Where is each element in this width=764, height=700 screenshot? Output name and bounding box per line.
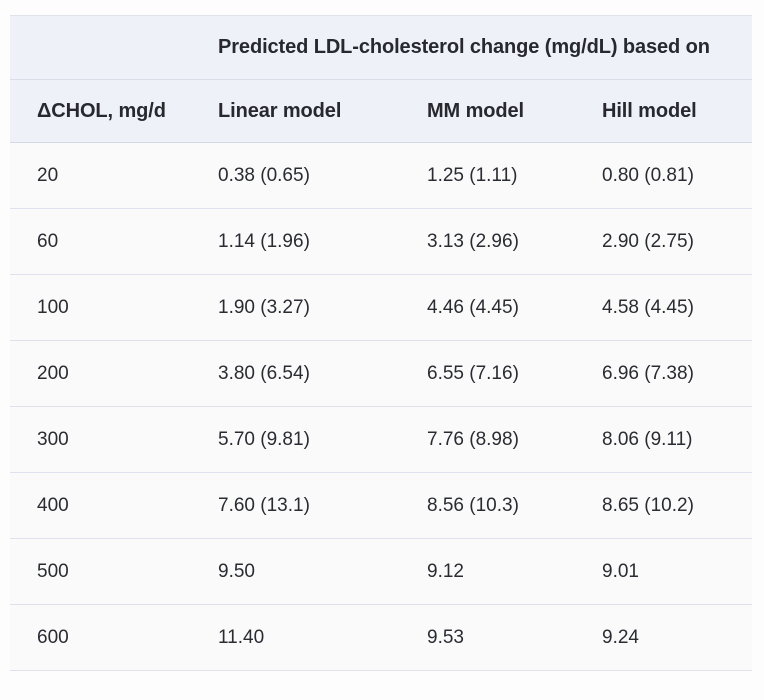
data-cell: 11.40	[218, 626, 265, 648]
data-cell: 7.60 (13.1)	[218, 494, 310, 516]
table-body: 20 0.38 (0.65) 1.25 (1.11) 0.80 (0.81) 60 1.1…	[10, 142, 753, 671]
data-cell: 1.90 (3.27)	[218, 296, 310, 318]
data-cell: 2.90 (2.75)	[602, 230, 694, 252]
data-cell: 0.38 (0.65)	[218, 164, 310, 186]
spanning-header-row: Predicted LDL-cholesterol change (mg/dL)…	[10, 15, 753, 80]
empty-corner-cell	[10, 16, 191, 80]
data-cell: 9.24	[602, 626, 639, 648]
data-cell: 9.01	[602, 560, 639, 582]
prediction-table: Predicted LDL-cholesterol change (mg/dL)…	[10, 15, 753, 671]
data-cell: 1.25 (1.11)	[427, 164, 518, 186]
table-row: 200 3.80 (6.54) 6.55 (7.16) 6.96 (7.38)	[10, 340, 753, 407]
table-row: 20 0.38 (0.65) 1.25 (1.11) 0.80 (0.81)	[10, 142, 753, 209]
data-cell: 9.12	[427, 560, 464, 582]
data-cell: 8.65 (10.2)	[602, 494, 694, 516]
data-cell: 8.56 (10.3)	[427, 494, 519, 516]
data-cell: 6.55 (7.16)	[427, 362, 519, 384]
data-cell: 7.76 (8.98)	[427, 428, 519, 450]
column-header-hill-model: Hill model	[602, 99, 697, 122]
row-header-cell: 20	[37, 164, 59, 186]
column-header-mm-model: MM model	[427, 99, 524, 122]
data-cell: 8.06 (9.11)	[602, 428, 693, 450]
data-cell: 0.80 (0.81)	[602, 164, 694, 186]
data-cell: 9.50	[218, 560, 255, 582]
data-cell: 4.58 (4.45)	[602, 296, 694, 318]
column-header-dchol: ΔCHOL, mg/d	[37, 99, 166, 122]
row-header-cell: 100	[37, 296, 69, 318]
table-row: 100 1.90 (3.27) 4.46 (4.45) 4.58 (4.45)	[10, 274, 753, 341]
row-header-cell: 400	[37, 494, 69, 516]
data-cell: 1.14 (1.96)	[218, 230, 310, 252]
row-header-cell: 500	[37, 560, 69, 582]
row-header-cell: 300	[37, 428, 69, 450]
data-cell: 5.70 (9.81)	[218, 428, 310, 450]
data-cell: 4.46 (4.45)	[427, 296, 519, 318]
data-cell: 3.80 (6.54)	[218, 362, 310, 384]
table-row: 60 1.14 (1.96) 3.13 (2.96) 2.90 (2.75)	[10, 208, 753, 275]
column-header-row: ΔCHOL, mg/d Linear model MM model Hill m…	[10, 79, 753, 143]
table-row: 500 9.50 9.12 9.01	[10, 538, 753, 605]
row-header-cell: 600	[37, 626, 69, 648]
column-header-linear-model: Linear model	[218, 99, 342, 122]
table-header: Predicted LDL-cholesterol change (mg/dL)…	[10, 15, 753, 143]
table-row: 600 11.40 9.53 9.24	[10, 604, 753, 671]
data-cell: 3.13 (2.96)	[427, 230, 519, 252]
table-row: 400 7.60 (13.1) 8.56 (10.3) 8.65 (10.2)	[10, 472, 753, 539]
table-row: 300 5.70 (9.81) 7.76 (8.98) 8.06 (9.11)	[10, 406, 753, 473]
spanning-header-cell: Predicted LDL-cholesterol change (mg/dL)…	[218, 36, 710, 58]
prediction-table-container: Predicted LDL-cholesterol change (mg/dL)…	[10, 15, 753, 671]
row-header-cell: 60	[37, 230, 59, 252]
row-header-cell: 200	[37, 362, 69, 384]
data-cell: 6.96 (7.38)	[602, 362, 694, 384]
data-cell: 9.53	[427, 626, 464, 648]
